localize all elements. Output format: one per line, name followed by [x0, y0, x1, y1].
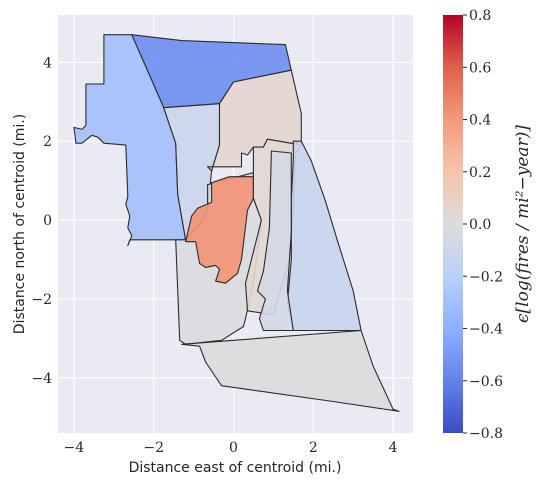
- x-tick-labels: −4 −2 0 2 4: [64, 440, 398, 456]
- y-tick-labels: −4 −2 0 2 4: [31, 55, 52, 386]
- y-axis-label: Distance north of centroid (mi.): [12, 114, 28, 334]
- x-tick-label: 0: [229, 440, 238, 456]
- colorbar-tick-label: 0.4: [469, 113, 491, 129]
- colorbar-tick-label: 0.2: [469, 165, 491, 181]
- region-polygons: [73, 34, 400, 412]
- region-10: [181, 329, 400, 412]
- y-tick-label: 0: [43, 213, 52, 229]
- region-6: [185, 176, 254, 284]
- x-tick-label: −4: [64, 440, 85, 456]
- colorbar-tick-label: −0.2: [469, 269, 503, 285]
- x-tick-label: −2: [143, 440, 164, 456]
- region-9: [256, 150, 294, 332]
- x-axis-label: Distance east of centroid (mi.): [129, 460, 342, 476]
- x-tick-label: 2: [309, 440, 318, 456]
- colorbar-tick-label: 0.6: [469, 60, 491, 76]
- y-tick-label: 2: [43, 134, 52, 150]
- y-tick-label: 4: [43, 55, 52, 71]
- colorbar-tick-label: −0.8: [469, 426, 503, 442]
- colorbar-tick-label: 0.8: [469, 8, 491, 24]
- y-tick-label: −4: [31, 371, 52, 387]
- colorbar-tick-labels: −0.8 −0.6 −0.4 −0.2 0.0 0.2 0.4 0.6 0.8: [463, 8, 503, 442]
- colorbar-tick-label: 0.0: [469, 217, 491, 233]
- colorbar: [443, 15, 463, 433]
- y-tick-label: −2: [31, 292, 52, 308]
- colorbar-tick-label: −0.4: [469, 322, 503, 338]
- colorbar-label: ϵ[log(fires / mi²−year)]: [513, 125, 533, 323]
- colorbar-tick-label: −0.6: [469, 374, 503, 390]
- x-tick-label: 4: [389, 440, 398, 456]
